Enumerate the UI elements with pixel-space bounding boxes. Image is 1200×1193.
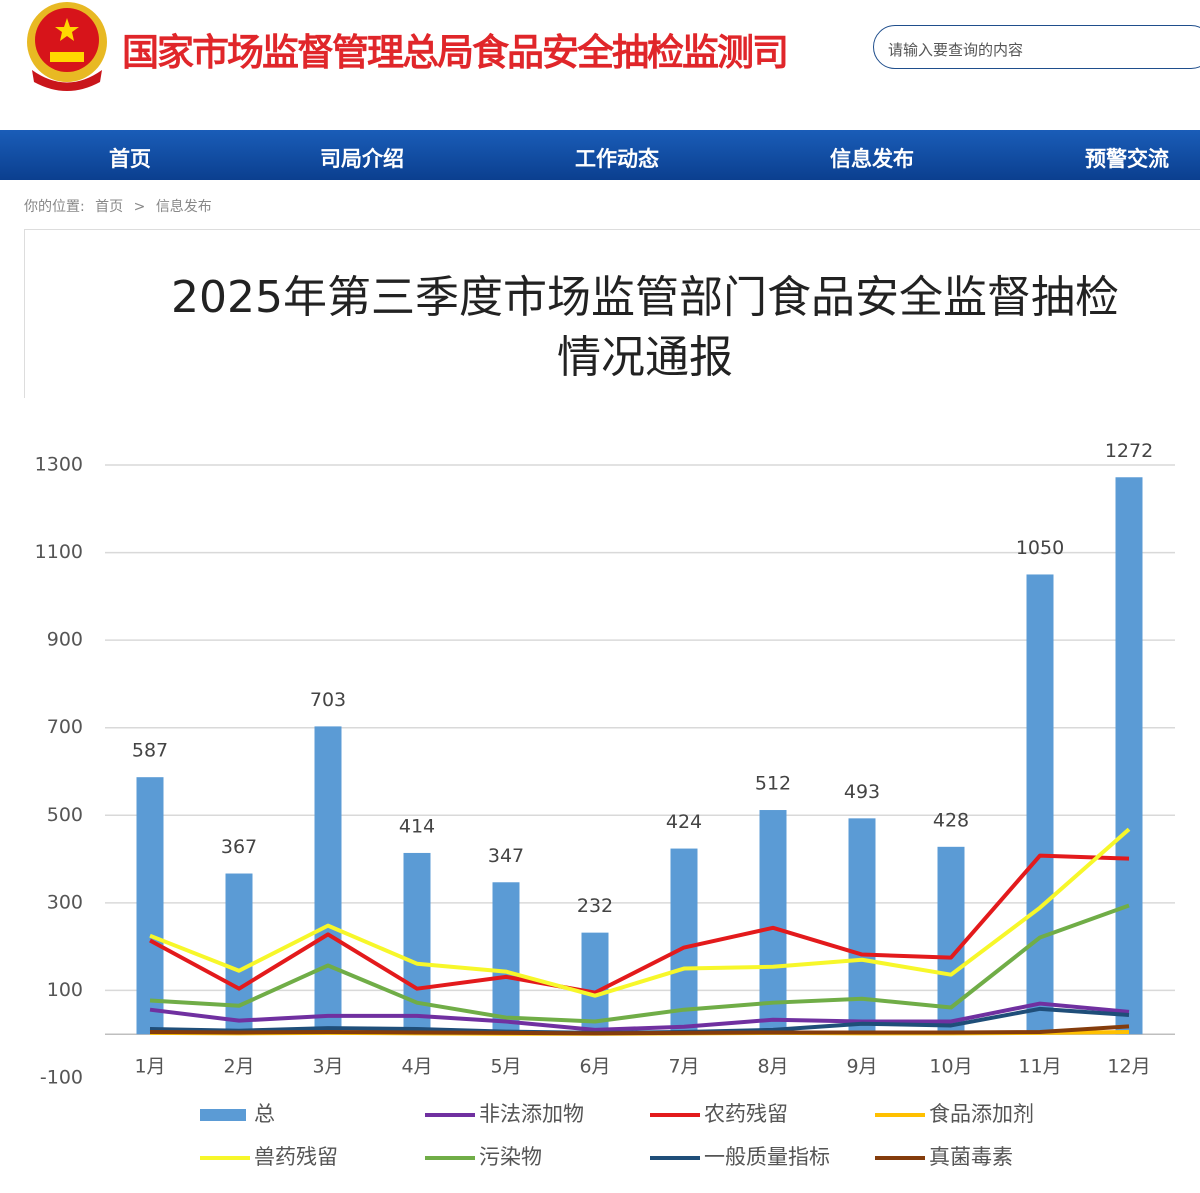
line-series — [149, 1001, 1130, 1032]
bar-value-label: 587 — [132, 740, 168, 762]
x-tick-label: 4月 — [401, 1056, 432, 1078]
search-box[interactable]: 请输入要查询的内容 — [873, 25, 1200, 69]
bar — [403, 852, 431, 1035]
bar-value-label: 493 — [844, 781, 880, 803]
breadcrumb-separator: > — [133, 199, 146, 215]
legend-label: 兽药残留 — [254, 1145, 338, 1169]
bar-value-label: 232 — [577, 895, 613, 917]
nav-bar: 首页 司局介绍 工作动态 信息发布 预警交流 — [0, 130, 1200, 180]
bar-value-label: 428 — [933, 809, 969, 831]
x-tick-label: 12月 — [1107, 1056, 1150, 1078]
bar — [314, 726, 342, 1035]
nav-item[interactable]: 首页 — [109, 147, 151, 171]
bar — [225, 873, 253, 1035]
y-tick-label: 300 — [47, 891, 83, 913]
x-tick-label: 3月 — [312, 1056, 343, 1078]
x-tick-label: 1月 — [134, 1056, 165, 1078]
nav-item[interactable]: 司局介绍 — [320, 147, 404, 171]
x-tick-label: 2月 — [223, 1056, 254, 1078]
bar — [492, 882, 520, 1035]
breadcrumb-link[interactable]: 首页 — [95, 199, 124, 215]
line-series — [149, 827, 1131, 998]
bar — [848, 818, 876, 1035]
legend-label: 总 — [254, 1102, 275, 1126]
y-tick-label: -100 — [40, 1067, 83, 1089]
article-title: 2025年第三季度市场监管部门食品安全监督抽检情况通报 — [171, 272, 1119, 383]
nav-item[interactable]: 信息发布 — [830, 147, 914, 171]
x-tick-label: 10月 — [929, 1056, 972, 1078]
bar-value-label: 1272 — [1105, 440, 1153, 462]
line-series — [149, 903, 1130, 1024]
line-series — [149, 1024, 1130, 1036]
breadcrumb-link[interactable]: 信息发布 — [155, 199, 212, 215]
site-title: 国家市场监督管理总局食品安全抽检监测司 — [122, 31, 789, 74]
bar — [670, 848, 698, 1035]
bar-value-label: 414 — [399, 815, 435, 837]
legend-label: 农药残留 — [704, 1102, 788, 1126]
legend-label: 食品添加剂 — [929, 1102, 1034, 1126]
bar — [937, 846, 965, 1035]
y-tick-label: 500 — [47, 804, 83, 826]
bar-value-label: 367 — [221, 836, 257, 858]
bar — [136, 777, 164, 1035]
bar-value-label: 703 — [310, 689, 346, 711]
x-tick-label: 11月 — [1018, 1056, 1061, 1078]
nav-item[interactable]: 预警交流 — [1085, 147, 1169, 171]
bar — [1115, 477, 1143, 1035]
national-emblem — [27, 2, 107, 91]
x-tick-label: 7月 — [668, 1056, 699, 1078]
bar-value-label: 1050 — [1016, 537, 1064, 559]
legend-label: 非法添加物 — [479, 1102, 584, 1126]
y-tick-label: 100 — [47, 979, 83, 1001]
content-box — [24, 229, 1200, 398]
bar — [1026, 574, 1054, 1035]
legend-label: 真菌毒素 — [929, 1145, 1013, 1169]
search-placeholder: 请输入要查询的内容 — [888, 41, 1024, 59]
bar-value-label: 512 — [755, 773, 791, 795]
legend-label: 污染物 — [479, 1145, 542, 1169]
bar-value-label: 347 — [488, 845, 524, 867]
x-tick-label: 5月 — [490, 1056, 521, 1078]
bar — [759, 810, 787, 1035]
line-series — [149, 853, 1130, 995]
legend-swatch — [200, 1109, 246, 1121]
y-tick-label: 1300 — [35, 454, 83, 476]
y-tick-label: 1100 — [35, 541, 83, 563]
y-tick-label: 900 — [47, 629, 83, 651]
bar-value-label: 424 — [666, 811, 702, 833]
x-tick-label: 8月 — [757, 1056, 788, 1078]
nav-item[interactable]: 工作动态 — [575, 147, 659, 171]
legend-label: 一般质量指标 — [704, 1145, 830, 1169]
breadcrumb: 你的位置: 首页 > 信息发布 — [24, 196, 218, 216]
bar — [581, 932, 609, 1035]
breadcrumb-label: 你的位置: — [24, 199, 85, 215]
x-tick-label: 9月 — [846, 1056, 877, 1078]
y-tick-label: 700 — [47, 716, 83, 738]
x-tick-label: 6月 — [579, 1056, 610, 1078]
